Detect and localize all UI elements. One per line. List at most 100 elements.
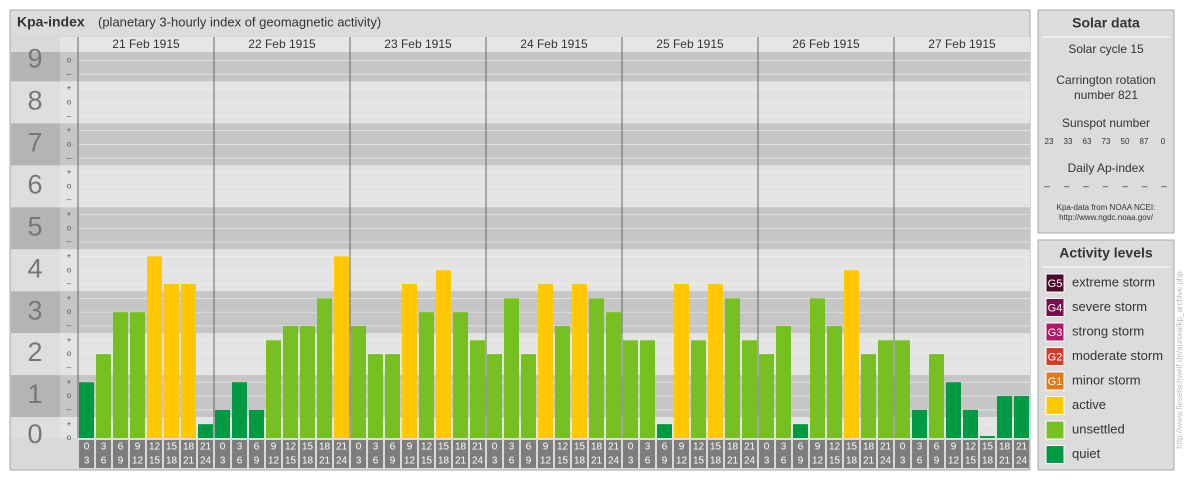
hour-label: 12: [268, 456, 280, 467]
y-tick-label: 0: [27, 419, 42, 449]
band: [78, 417, 1030, 438]
hour-label: 6: [934, 442, 940, 453]
hour-label: 21: [319, 456, 331, 467]
ap-value: –: [1142, 182, 1148, 193]
minor-tick-label: o: [67, 181, 72, 190]
bar: [198, 424, 213, 438]
minor-tick-label: –: [67, 279, 72, 288]
ap-value: –: [1103, 182, 1109, 193]
level-swatch: [1045, 396, 1065, 415]
hour-box: [215, 440, 230, 468]
hour-box: [147, 440, 162, 468]
hour-box: [198, 440, 213, 468]
bar: [96, 354, 111, 438]
minor-tick-label: –: [67, 69, 72, 78]
hour-label: 9: [526, 456, 532, 467]
hour-label: 9: [815, 442, 821, 453]
y-label-band: [11, 165, 60, 208]
level-swatch: [1045, 322, 1065, 342]
bar: [436, 270, 451, 438]
y-tick-label: 1: [27, 379, 42, 409]
hour-label: 6: [526, 442, 532, 453]
bar: [487, 354, 502, 438]
solar-cycle: Solar cycle 15: [1068, 42, 1144, 56]
hour-label: 0: [84, 442, 90, 453]
level-badge: G2: [1048, 351, 1063, 363]
hour-box: [504, 440, 519, 468]
hour-box: [164, 440, 179, 468]
minor-tick-label: o: [67, 223, 72, 232]
bar: [793, 424, 808, 438]
hour-label: 21: [1016, 442, 1028, 453]
bar: [606, 312, 621, 438]
bar: [300, 325, 315, 438]
hour-label: 21: [727, 456, 739, 467]
hour-label: 15: [982, 442, 994, 453]
rotation: Carrington rotation: [1056, 73, 1155, 87]
hour-label: 21: [880, 442, 892, 453]
hour-label: 9: [390, 456, 396, 467]
hour-label: 15: [829, 456, 841, 467]
bar: [980, 436, 995, 438]
hour-box: [725, 440, 740, 468]
hour-label: 15: [166, 442, 178, 453]
hour-box: [912, 440, 927, 468]
hour-label: 3: [917, 442, 923, 453]
chart-subtitle: (planetary 3-hourly index of geomagnetic…: [98, 14, 381, 29]
bar: [555, 325, 570, 438]
hour-box: [997, 440, 1012, 468]
hour-box: [555, 440, 570, 468]
minor-tick-label: +: [67, 419, 72, 428]
hour-label: 24: [1016, 456, 1028, 467]
hour-label: 21: [744, 442, 756, 453]
hour-label: 12: [132, 456, 144, 467]
header-bar: [11, 11, 1029, 35]
bar: [385, 354, 400, 438]
hour-label: 15: [693, 456, 705, 467]
hour-label: 21: [200, 442, 212, 453]
hour-label: 3: [509, 442, 515, 453]
level-label: quiet: [1072, 446, 1101, 461]
sunspot-value: 73: [1102, 137, 1111, 146]
minor-tick-label: o: [67, 391, 72, 400]
hour-box: [419, 440, 434, 468]
minor-tick-label: +: [67, 84, 72, 93]
source: Kpa-data from NOAA NCEI:: [1057, 203, 1156, 212]
level-badge: G5: [1048, 278, 1063, 290]
hour-box: [538, 440, 553, 468]
date-label: 23 Feb 1915: [384, 37, 452, 51]
solar-title: Solar data: [1072, 15, 1140, 31]
hour-box: [113, 440, 128, 468]
hour-box: [963, 440, 978, 468]
date-label: 21 Feb 1915: [112, 37, 180, 51]
bar: [844, 270, 859, 438]
hour-label: 3: [628, 456, 634, 467]
y-minor-band: [60, 207, 78, 250]
sunspot-value: 50: [1121, 137, 1130, 146]
hour-box: [793, 440, 808, 468]
hour-box: [742, 440, 757, 468]
level-badge: G4: [1048, 302, 1063, 314]
hour-label: 6: [662, 442, 668, 453]
hour-label: 15: [149, 456, 161, 467]
minor-tick-label: +: [67, 293, 72, 302]
level-label: minor storm: [1072, 372, 1141, 387]
hour-box: [521, 440, 536, 468]
date-label: 27 Feb 1915: [928, 37, 996, 51]
hour-label: 12: [693, 442, 705, 453]
y-label-band: [11, 81, 60, 124]
y-label-band: [11, 249, 60, 292]
hour-box: [1014, 440, 1029, 468]
bar: [963, 409, 978, 438]
level-swatch: [1045, 371, 1065, 391]
ap-value: –: [1064, 182, 1070, 193]
hour-label: 9: [271, 442, 277, 453]
hour-label: 0: [900, 442, 906, 453]
hour-box: [317, 440, 332, 468]
bar: [946, 382, 961, 438]
level-swatch: [1045, 298, 1065, 317]
date-label: 25 Feb 1915: [656, 37, 724, 51]
hour-label: 6: [509, 456, 515, 467]
hour-box: [300, 440, 315, 468]
hour-box: [708, 440, 723, 468]
